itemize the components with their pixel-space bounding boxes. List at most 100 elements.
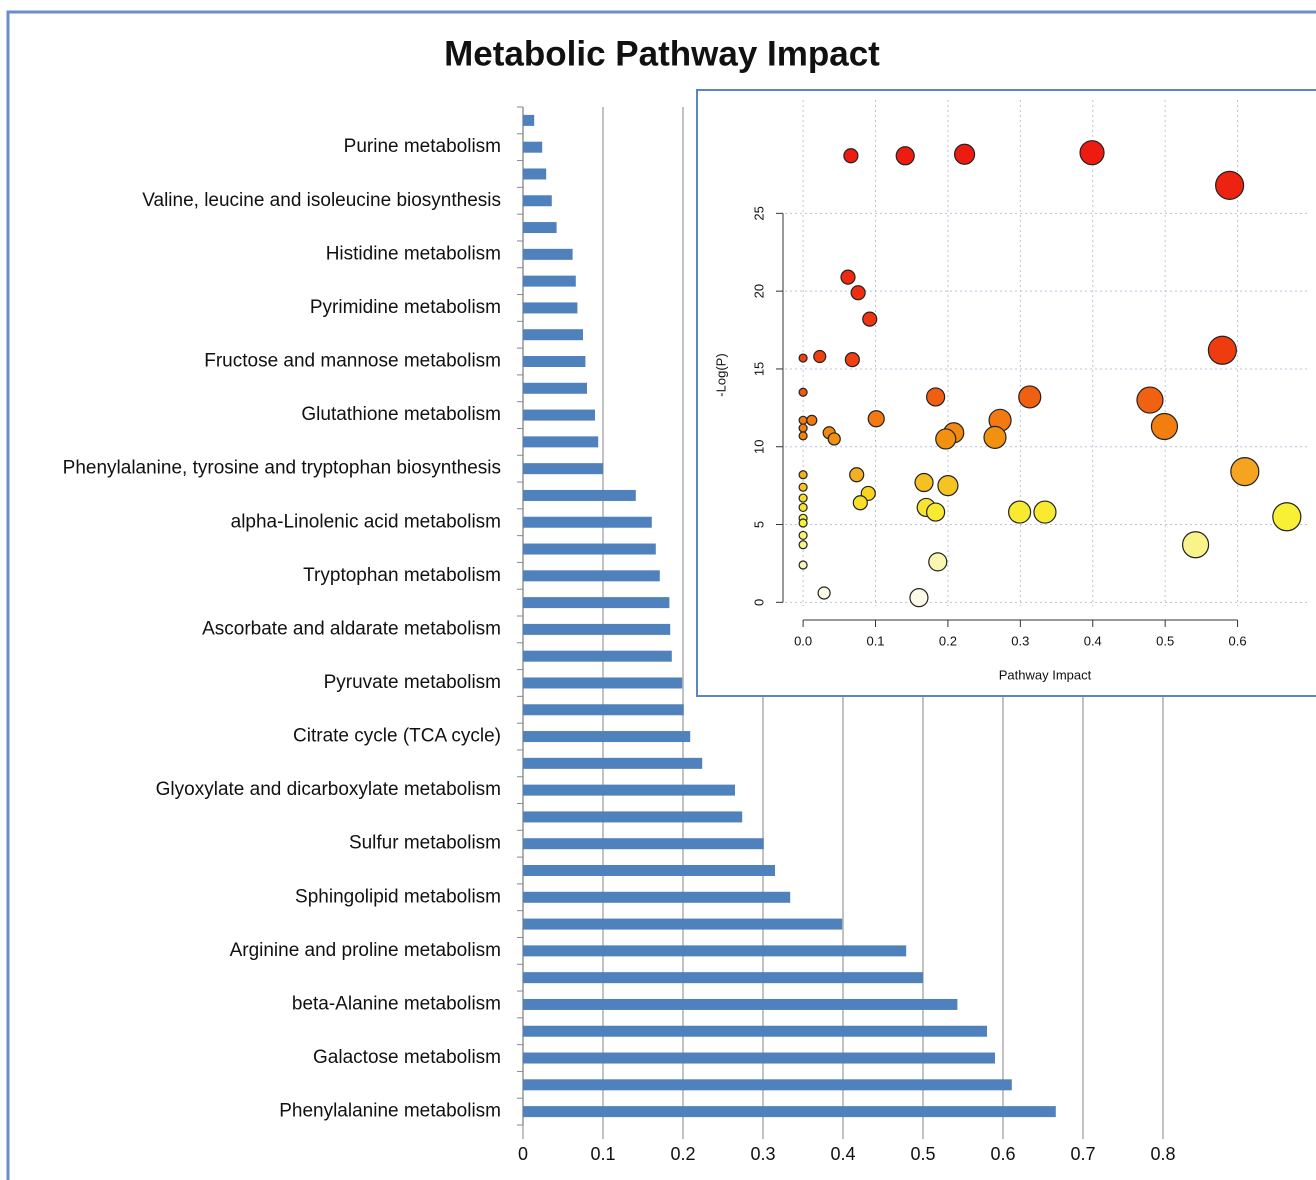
bubble [798, 518, 808, 528]
y-tick-label: Sulfur metabolism [349, 833, 501, 854]
bar [523, 891, 791, 903]
bubble [798, 353, 808, 363]
x-tick-label: 0.2 [670, 1144, 695, 1164]
x-tick-label: 0.1 [590, 1144, 615, 1164]
bubble [1207, 335, 1237, 365]
bar [523, 248, 573, 260]
bubble [798, 387, 808, 397]
bubble [798, 540, 808, 550]
bubble [843, 148, 859, 164]
bubble [867, 410, 885, 428]
bar [523, 329, 583, 341]
bar [523, 516, 652, 528]
bubble [1033, 500, 1057, 524]
y-tick-label: Pyrimidine metabolism [310, 297, 501, 318]
bubble [798, 493, 808, 503]
bar [523, 114, 535, 126]
bubble [798, 415, 808, 425]
bar [523, 677, 683, 689]
bar [523, 222, 557, 234]
bubble [1215, 170, 1245, 200]
bubble [983, 425, 1007, 450]
bar [523, 757, 703, 769]
y-axis-label: -Log(P) [713, 353, 728, 396]
y-tick-label: Glutathione metabolism [301, 404, 501, 425]
bubble [849, 467, 865, 483]
x-tick-label: 0.3 [1011, 633, 1029, 648]
bubble [895, 146, 915, 166]
bubble [937, 475, 959, 497]
y-tick-label: Pyruvate metabolism [324, 672, 501, 693]
bubble [953, 143, 976, 165]
bar [523, 650, 672, 662]
bubble [1150, 412, 1179, 441]
bubble [852, 495, 868, 511]
frame [6, 10, 1316, 1180]
bar [523, 811, 743, 823]
bar [523, 998, 958, 1010]
bubble [909, 588, 929, 608]
bar [523, 409, 595, 421]
y-tick-label: alpha-Linolenic acid metabolism [231, 511, 501, 532]
y-tick-label: Arginine and proline metabolism [230, 940, 501, 961]
y-tick-label: Citrate cycle (TCA cycle) [293, 726, 501, 747]
y-tick-label: Fructose and mannose metabolism [204, 351, 501, 372]
bubble [1079, 140, 1105, 166]
bar [523, 1106, 1056, 1118]
bubble [798, 530, 808, 541]
bubble [817, 586, 831, 600]
y-tick-label: 15 [751, 362, 766, 376]
bar [523, 1025, 987, 1037]
bar [523, 436, 599, 448]
bar [523, 195, 552, 207]
bar [523, 597, 670, 609]
chart-title: Metabolic Pathway Impact [444, 34, 880, 73]
x-tick-label: 0.6 [990, 1144, 1015, 1164]
y-tick-label: 25 [751, 206, 766, 220]
bubble [862, 311, 878, 327]
bar [523, 141, 543, 153]
x-tick-label: 0.4 [830, 1144, 855, 1164]
bubble [798, 560, 808, 570]
bubble [844, 352, 860, 368]
x-tick-label: 0.5 [1156, 633, 1174, 648]
bubble [1008, 500, 1032, 524]
scatter-chart: 0.0 0.1 0.2 0.3 0.4 0.5 0.6 0 5 10 15 20 25 Pathway I… [713, 100, 1310, 682]
bar [523, 1079, 1012, 1091]
y-tick-label: 5 [751, 521, 766, 528]
y-tick-label: Tryptophan metabolism [303, 565, 501, 586]
bubble [813, 349, 827, 364]
bubble [1018, 385, 1042, 409]
y-tick-label: 20 [751, 284, 766, 298]
x-tick-label: 0.7 [1070, 1144, 1095, 1164]
y-tick-label: Galactose metabolism [313, 1047, 501, 1068]
bar-chart: 0 0.1 0.2 0.3 0.4 0.5 0.6 0.7 0.8 Purine metaboli… [63, 106, 1176, 1164]
bar [523, 865, 775, 876]
bar [523, 918, 843, 930]
x-axis-label: Pathway Impact [999, 667, 1092, 682]
bubble [1181, 531, 1210, 559]
bubble [850, 285, 866, 301]
bubble [798, 423, 808, 433]
x-tick-label: 0.2 [939, 633, 957, 648]
bubble [1230, 457, 1260, 487]
bar [523, 382, 587, 394]
bubble [798, 482, 808, 492]
bubble [1136, 386, 1164, 414]
x-tick-label: 0 [518, 1144, 528, 1164]
x-tick-label: 0.3 [750, 1144, 775, 1164]
x-tick-label: 0.5 [910, 1144, 935, 1164]
y-tick-label: 10 [751, 440, 766, 454]
y-tick-label: Valine, leucine and isoleucine biosynthe… [142, 190, 501, 211]
bubble [926, 502, 946, 522]
bar [523, 168, 547, 180]
bubble [926, 387, 946, 407]
bar [523, 623, 671, 635]
bubble [798, 470, 808, 480]
bubble [935, 428, 957, 450]
x-tick-label: 0.0 [794, 633, 812, 648]
bar [523, 275, 576, 287]
bar [523, 972, 923, 984]
y-tick-label: Phenylalanine metabolism [279, 1101, 501, 1122]
